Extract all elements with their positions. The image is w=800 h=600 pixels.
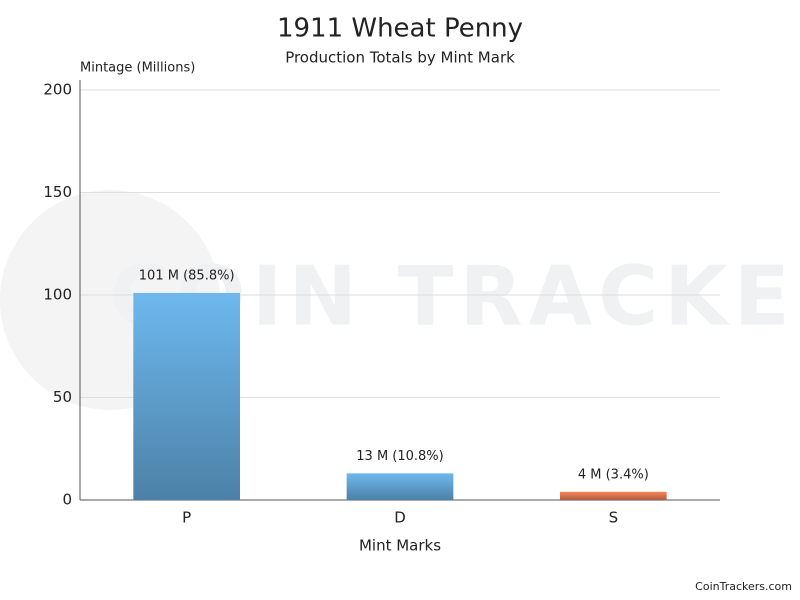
- x-tick-label: P: [182, 509, 191, 527]
- data-label: 13 M (10.8%): [356, 449, 443, 464]
- x-tick-label: D: [394, 509, 406, 527]
- y-tick-label: 50: [53, 388, 72, 406]
- y-tick-label: 150: [43, 183, 72, 201]
- chart-title: 1911 Wheat Penny: [277, 14, 523, 44]
- x-axis-label: Mint Marks: [359, 537, 441, 555]
- y-tick-label: 0: [62, 491, 72, 509]
- chart-subtitle: Production Totals by Mint Mark: [285, 49, 515, 67]
- bar-shade: [346, 473, 454, 500]
- y-axis-label: Mintage (Millions): [80, 61, 195, 76]
- y-tick-label: 200: [43, 81, 72, 99]
- credit: CoinTrackers.com: [695, 580, 792, 593]
- x-tick-label: S: [609, 509, 619, 527]
- bar-shade: [133, 292, 240, 500]
- data-label: 4 M (3.4%): [578, 467, 649, 482]
- data-label: 101 M (85.8%): [139, 268, 235, 283]
- y-tick-label: 100: [43, 286, 72, 304]
- bar-shade: [560, 491, 667, 500]
